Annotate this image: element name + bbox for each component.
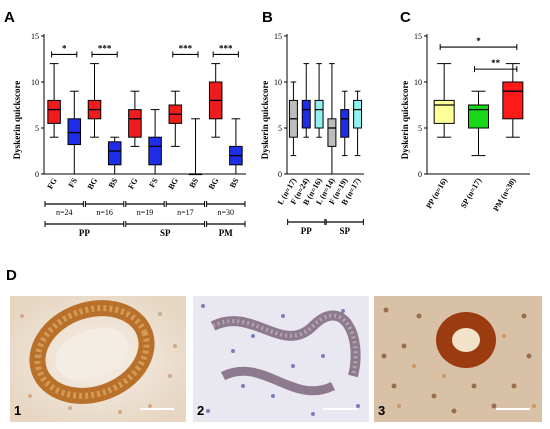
category-label: BG (86, 177, 100, 192)
micrograph-1: 1 (10, 296, 186, 422)
y-tick-label: 0 (418, 170, 422, 179)
box (301, 99, 311, 129)
category-label: BS (228, 176, 241, 189)
box (47, 99, 61, 124)
y-tick-label: 5 (278, 124, 282, 133)
box (314, 99, 324, 129)
y-tick-label: 10 (414, 78, 422, 87)
category-label: FG (45, 177, 58, 191)
phase-label: PP (79, 228, 90, 238)
scale-bar-3 (496, 408, 530, 410)
significance-label: * (62, 43, 67, 53)
micrograph-3: 3 (374, 296, 542, 422)
box (148, 136, 162, 166)
category-label: SP (n=17) (459, 176, 484, 210)
category-label: BG (207, 177, 221, 192)
ylabel-b: Dyskerin quickscore (260, 81, 270, 160)
box (502, 81, 524, 120)
y-tick-label: 10 (31, 78, 39, 87)
y-tick-label: 5 (418, 124, 422, 133)
micrograph-1-number: 1 (14, 403, 22, 418)
y-tick-label: 15 (31, 32, 39, 41)
micrograph-2-number: 2 (197, 403, 205, 418)
category-label: PM (n=30) (491, 176, 517, 213)
box (327, 118, 337, 147)
n-group-label: n=19 (137, 208, 154, 217)
scale-bar-2 (323, 408, 357, 410)
y-tick-label: 0 (35, 170, 39, 179)
significance-label: * (476, 36, 481, 46)
box (353, 99, 363, 129)
ylabel-a: Dyskerin quickscore (12, 81, 22, 160)
y-tick-label: 5 (35, 124, 39, 133)
box (468, 104, 489, 129)
n-group-label: n=30 (218, 208, 235, 217)
n-group-label: n=24 (56, 208, 73, 217)
box (107, 141, 122, 166)
box (433, 99, 455, 124)
micrograph-3-number: 3 (378, 403, 386, 418)
category-label: PP (n=16) (424, 176, 449, 210)
panel-letter-b: B (262, 9, 273, 26)
significance-label: ** (491, 58, 501, 68)
y-tick-label: 0 (278, 170, 282, 179)
box (67, 118, 82, 146)
category-label: FS (147, 176, 160, 189)
phase-label: SP (339, 226, 350, 236)
panel-letter-d: D (6, 267, 17, 284)
category-label: FG (126, 177, 139, 191)
category-label: BS (107, 176, 120, 189)
panel-letter-a: A (4, 9, 15, 26)
y-tick-label: 10 (274, 78, 282, 87)
phase-label: PM (219, 228, 233, 238)
scale-bar-1 (140, 408, 174, 410)
significance-label: *** (98, 43, 112, 53)
phase-label: SP (160, 228, 171, 238)
micrograph-3-image (374, 296, 542, 422)
category-label: BS (188, 176, 201, 189)
phase-label: PP (301, 226, 312, 236)
y-tick-label: 15 (274, 32, 282, 41)
n-group-label: n=16 (96, 208, 113, 217)
ylabel-c: Dyskerin quickscore (400, 81, 410, 160)
micrograph-1-image (10, 296, 186, 422)
box (128, 109, 142, 138)
category-label: BG (166, 177, 180, 192)
panel-letter-c: C (400, 9, 411, 26)
y-tick-label: 15 (414, 32, 422, 41)
box (340, 109, 350, 138)
significance-label: *** (219, 43, 233, 53)
category-label: FS (67, 176, 80, 189)
significance-label: *** (179, 43, 193, 53)
micrograph-2: 2 (193, 296, 369, 422)
micrograph-2-image (193, 296, 369, 422)
n-group-label: n=17 (177, 208, 194, 217)
